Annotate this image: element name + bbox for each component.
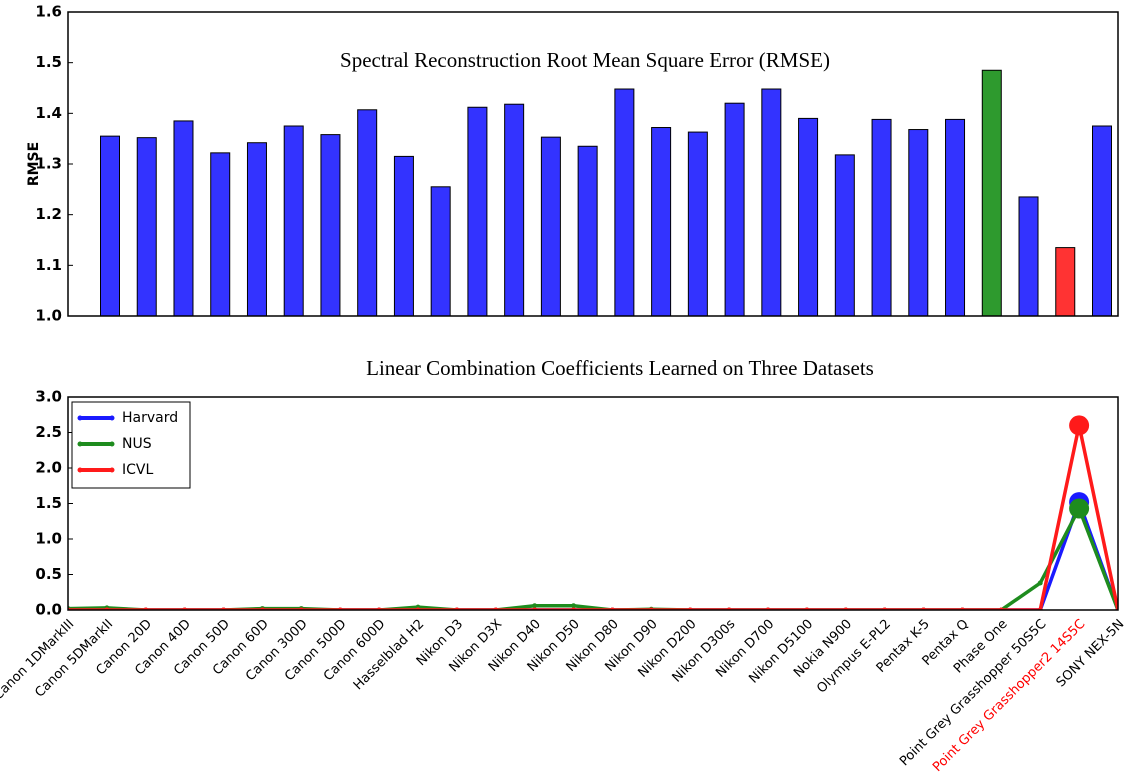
bar [1092,125,1112,317]
bar [834,154,855,317]
y-tick-label: 1.3 [35,155,62,173]
bar [945,118,966,317]
y-tick-label: 2.0 [35,459,62,477]
point [1069,415,1090,436]
y-tick-label: 0.0 [35,601,62,619]
bar [1018,196,1039,317]
x-tick-label: SONY NEX-5N [1054,617,1124,691]
bar [1055,247,1076,317]
legend-label: NUS [122,436,152,452]
bar [357,109,378,317]
bar [981,69,1002,317]
y-tick-label: 1.6 [35,3,62,21]
axes-frame [67,11,1119,317]
legend-label: Harvard [122,410,178,426]
legend-swatch [77,415,83,421]
chart-title: Linear Combination Coefficients Learned … [366,356,874,380]
y-tick-label: 1.4 [35,104,62,122]
point [1069,498,1090,519]
y-tick-label: 1.0 [35,307,62,325]
bar [320,134,341,317]
point [571,603,577,609]
bar [724,102,745,317]
legend-swatch [77,441,83,447]
bar [210,152,231,317]
bar [136,137,157,317]
legend-swatch [109,467,115,473]
bar [430,186,451,317]
y-tick-label: 2.5 [35,423,62,441]
y-tick-label: 1.2 [35,205,62,223]
y-tick-label: 1.0 [35,530,62,548]
legend-swatch [109,441,115,447]
bar [651,127,672,317]
x-tick-label: Hasselblad H2 [351,617,427,693]
bar [393,155,414,317]
axes-frame [67,396,1119,611]
line [68,506,1118,610]
point [532,603,538,609]
chart-title: Spectral Reconstruction Root Mean Square… [340,48,830,72]
bar [100,135,120,317]
y-axis-label: RMSE [26,142,42,186]
line [68,423,1118,610]
bar [908,129,929,317]
bar [246,142,267,317]
y-tick-label: 1.1 [35,256,62,274]
y-tick-label: 1.5 [35,53,62,71]
legend-label: ICVL [122,462,153,478]
bar [283,125,304,317]
bar [467,106,488,317]
bar [871,118,892,317]
bar [614,88,635,317]
bar [687,131,708,317]
bar [798,117,819,317]
line [68,500,1118,610]
y-tick-label: 0.5 [35,565,62,583]
legend-swatch [109,415,115,421]
bar [173,120,194,317]
bar [761,88,782,317]
legend-swatch [77,467,83,473]
bar [577,145,598,317]
bar [540,136,561,317]
plot-area [68,415,1118,610]
y-tick-label: 1.5 [35,494,62,512]
bar [504,103,525,317]
point [1037,580,1043,586]
y-tick-label: 3.0 [35,388,62,406]
